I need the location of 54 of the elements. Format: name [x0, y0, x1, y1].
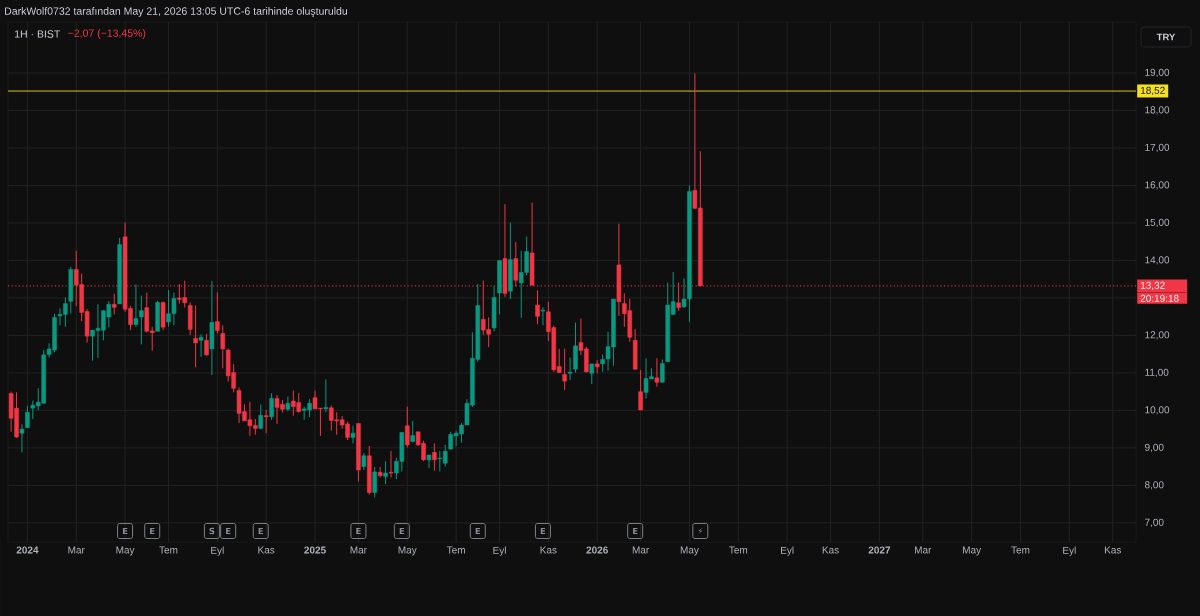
annotation: E — [475, 527, 481, 535]
y-tick-label: 12,00 — [1145, 331, 1170, 340]
annotation: E — [399, 527, 405, 535]
x-tick-label: Kas — [1104, 546, 1121, 554]
x-tick-label: Kas — [258, 546, 275, 554]
y-tick-label: 8,00 — [1144, 481, 1164, 490]
x-tick-label: Eyl — [493, 546, 506, 556]
annotation: ⚡ — [698, 527, 703, 535]
x-tick-label: Tem — [1011, 546, 1030, 554]
x-tick-label: Kas — [822, 546, 839, 554]
ref-line-label: 13,32 — [1140, 281, 1165, 291]
x-tick-label: Tem — [446, 546, 465, 554]
x-tick-label: Mar — [68, 546, 85, 554]
annotation: E — [258, 527, 264, 535]
y-axis-title: TRY — [1156, 33, 1176, 41]
y-tick-label: 7,00 — [1145, 518, 1164, 527]
x-tick-label: Eyl — [1063, 546, 1076, 556]
annotation: E — [356, 527, 361, 535]
annotation: S — [209, 527, 215, 535]
y-tick-label: 15,00 — [1145, 218, 1170, 228]
x-tick-label: Mar — [632, 546, 650, 554]
x-tick-label: 2027 — [868, 546, 891, 554]
x-tick-label: Tem — [729, 546, 748, 554]
text: DarkWolf0732 tarafından May 21, 2026 13:05 UTC-6 tarihinde oluşturuldu — [5, 7, 348, 17]
annotation: E — [226, 527, 231, 535]
x-tick-label: May — [963, 546, 982, 556]
x-tick-label: 2025 — [304, 546, 326, 554]
ref-line-label: 18,52 — [1140, 86, 1165, 96]
x-tick-label: 2026 — [586, 546, 608, 554]
annotation: E — [122, 527, 128, 535]
x-tick-label: Kas — [540, 546, 557, 554]
annotation: E — [633, 527, 638, 535]
x-tick-label: 2024 — [16, 546, 39, 554]
x-tick-label: May — [680, 546, 699, 556]
x-tick-label: Mar — [350, 546, 367, 554]
y-tick-label: 9,00 — [1144, 443, 1164, 453]
y-tick-label: 14,00 — [1145, 256, 1170, 265]
y-tick-label: 19,00 — [1145, 68, 1170, 78]
x-tick-label: May — [116, 546, 135, 556]
y-tick-label: 18,00 — [1145, 106, 1170, 115]
x-tick-label: Tem — [159, 546, 178, 554]
y-tick-label: 11,00 — [1145, 368, 1169, 378]
text: 20:19:18 — [1140, 294, 1179, 302]
y-tick-label: 17,00 — [1145, 143, 1170, 153]
text: 1H · BIST — [15, 30, 61, 38]
y-tick-label: 16,00 — [1145, 181, 1170, 190]
x-tick-label: Eyl — [781, 546, 794, 556]
y-tick-label: 10,00 — [1145, 406, 1170, 415]
annotation: E — [150, 527, 155, 535]
text: −2,07 (−13,45%) — [68, 29, 146, 39]
x-tick-label: Mar — [915, 546, 932, 554]
annotation: E — [540, 527, 546, 535]
x-tick-label: Eyl — [211, 546, 224, 556]
x-tick-label: May — [398, 546, 417, 556]
